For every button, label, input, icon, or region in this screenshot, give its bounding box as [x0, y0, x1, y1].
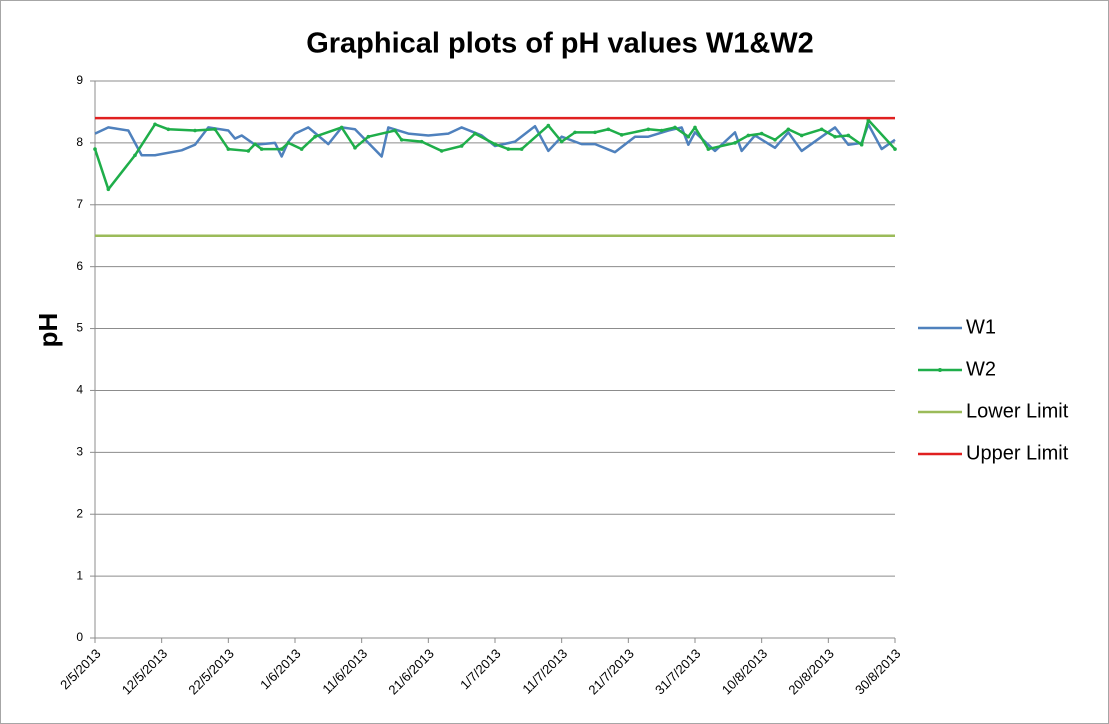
point: [506, 147, 511, 151]
legend-label: Upper Limit: [966, 442, 1069, 464]
point: [746, 133, 751, 138]
y-tick-label: 3: [76, 445, 83, 459]
point: [573, 130, 577, 135]
point: [399, 137, 404, 142]
point: [646, 127, 651, 132]
point: [693, 125, 697, 130]
point: [353, 146, 357, 150]
point: [799, 133, 804, 138]
series-line: [94, 123, 896, 158]
legend-label: W2: [966, 358, 996, 380]
point: [846, 133, 851, 138]
point: [519, 147, 524, 151]
point: [706, 147, 711, 151]
point: [759, 131, 764, 136]
y-tick-label: 8: [76, 135, 83, 149]
point: [253, 142, 257, 146]
point: [133, 153, 137, 158]
y-tick-label: 0: [76, 630, 83, 644]
point: [819, 127, 824, 132]
point: [559, 139, 564, 144]
y-tick-label: 6: [76, 259, 83, 273]
point: [593, 130, 597, 135]
point: [786, 127, 791, 132]
chart-title: Graphical plots of pH values W1&W2: [306, 28, 814, 60]
point: [833, 134, 837, 139]
point: [366, 134, 371, 139]
point: [279, 147, 284, 151]
point: [419, 139, 424, 144]
point: [246, 149, 251, 153]
point: [619, 133, 624, 137]
y-tick-label: 5: [76, 321, 83, 335]
y-tick-label: 7: [76, 197, 83, 211]
point: [459, 144, 464, 148]
point: [339, 125, 344, 130]
point: [439, 149, 444, 153]
point: [259, 147, 264, 151]
point: [313, 134, 317, 139]
point: [153, 122, 157, 127]
y-tick-label: 4: [76, 383, 83, 397]
point: [106, 187, 111, 192]
point: [393, 128, 397, 133]
y-axis-label: pH: [33, 313, 63, 348]
y-tick-label: 9: [76, 73, 83, 87]
point: [166, 127, 171, 132]
point: [659, 128, 664, 133]
point: [893, 147, 897, 151]
legend-label: Lower Limit: [966, 400, 1069, 422]
y-tick-label: 1: [76, 568, 83, 582]
point: [193, 128, 197, 133]
point: [733, 141, 737, 145]
legend-label: W1: [966, 316, 996, 338]
point: [673, 125, 677, 130]
point: [286, 141, 291, 145]
point: [606, 127, 611, 132]
point: [686, 134, 691, 139]
point: [493, 142, 497, 146]
point: [213, 127, 217, 132]
point: [859, 142, 864, 147]
point: [299, 147, 304, 151]
legend-marker: [938, 368, 942, 372]
point: [226, 147, 231, 151]
y-tick-label: 2: [76, 506, 83, 520]
point: [93, 147, 97, 151]
point: [473, 131, 477, 136]
point: [546, 123, 551, 128]
point: [773, 137, 777, 142]
